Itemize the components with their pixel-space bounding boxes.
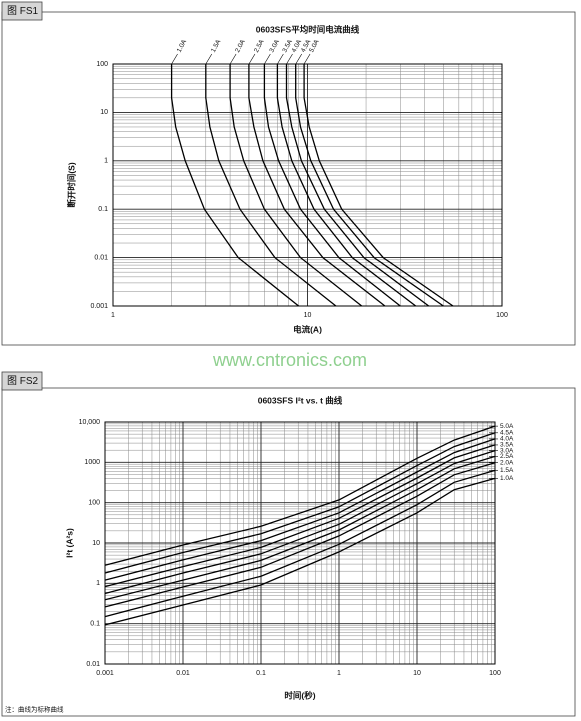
leader-line (286, 53, 293, 65)
curve (170, 64, 300, 307)
curve (104, 477, 496, 626)
x-tick-label: 100 (496, 312, 508, 319)
y-axis-label: I²t (A²s) (64, 528, 74, 558)
figure-label-box (1, 1, 43, 21)
x-tick-label: 0.001 (96, 670, 114, 677)
x-tick-label: 10 (413, 670, 421, 677)
series-label: 1.0A (176, 38, 189, 54)
leader-line (205, 53, 213, 65)
plot-frame (112, 63, 503, 307)
leader-line (229, 53, 237, 65)
curve (104, 438, 496, 581)
x-tick-label: 100 (489, 670, 501, 677)
leader-line (248, 53, 256, 65)
series-label: 2.5A (500, 453, 514, 460)
curve (285, 64, 430, 307)
curve (248, 64, 386, 307)
series-label: 1.5A (210, 38, 223, 54)
x-tick-label: 0.01 (176, 670, 190, 677)
x-tick-label: 10 (304, 312, 312, 319)
y-tick-label: 10 (100, 109, 108, 116)
curve (205, 64, 337, 307)
y-tick-label: 0.1 (98, 206, 108, 213)
figure-label: 图 FS2 (7, 375, 39, 387)
x-axis-label: 时间(秒) (284, 690, 315, 700)
y-axis-label: 断开时间(S) (66, 162, 76, 208)
figure-frame (1, 11, 576, 346)
y-tick-label: 1000 (84, 459, 100, 466)
curve (104, 444, 496, 588)
y-tick-label: 100 (88, 500, 100, 507)
series-label: 2.0A (500, 459, 514, 466)
figure-frame (1, 387, 576, 717)
y-tick-label: 1 (104, 158, 108, 165)
y-tick-label: 10,000 (79, 419, 101, 426)
y-tick-label: 0.01 (94, 254, 108, 261)
series-label: 3.0A (268, 38, 281, 54)
curve (104, 455, 496, 601)
leader-line (277, 53, 284, 65)
figure-label: 图 FS1 (7, 5, 39, 17)
series-label: 1.5A (500, 467, 514, 474)
series-label: 1.0A (500, 475, 514, 482)
leader-line (264, 53, 271, 65)
curve (303, 64, 454, 307)
series-label: 4.0A (500, 436, 514, 443)
y-tick-label: 0.001 (90, 303, 108, 310)
leader-line (295, 53, 302, 65)
chart-title: 0603SFS平均时间电流曲线 (256, 24, 360, 34)
y-tick-label: 0.1 (90, 621, 100, 628)
x-axis-label: 电流(A) (293, 324, 322, 334)
y-tick-label: 0.01 (86, 661, 100, 668)
series-label: 5.0A (308, 38, 321, 54)
curve (104, 469, 496, 618)
series-label: 4.5A (500, 430, 514, 437)
series-label: 3.5A (500, 442, 514, 449)
leader-line (171, 53, 178, 65)
plot-frame (104, 421, 496, 665)
series-label: 2.5A (253, 38, 266, 54)
y-tick-label: 1 (96, 580, 100, 587)
chart-title: 0603SFS I²t vs. t 曲线 (258, 395, 343, 405)
curve (104, 462, 496, 608)
curve (104, 425, 496, 566)
figure-label-box (1, 371, 43, 391)
leader-line (303, 53, 311, 65)
curve (276, 64, 417, 307)
note: 注：曲线为标称曲线 (5, 705, 64, 714)
curve (229, 64, 363, 307)
x-tick-label: 1 (337, 670, 341, 677)
series-label: 5.0A (500, 423, 514, 430)
watermark: www.cntronics.com (212, 350, 367, 370)
curve (295, 64, 444, 307)
y-tick-label: 10 (92, 540, 100, 547)
series-label: 2.0A (234, 38, 247, 54)
x-tick-label: 0.1 (256, 670, 266, 677)
curve (104, 449, 496, 595)
series-label: 3.0A (500, 447, 514, 454)
curve (104, 432, 496, 574)
x-tick-label: 1 (111, 312, 115, 319)
curve (263, 64, 401, 307)
y-tick-label: 100 (96, 61, 108, 68)
